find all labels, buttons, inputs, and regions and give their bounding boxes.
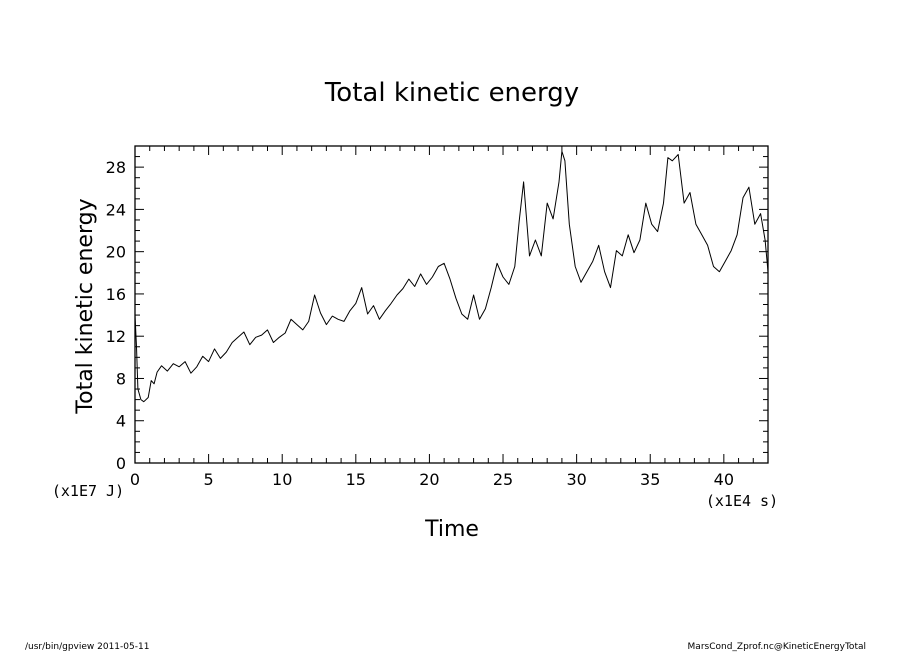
x-axis-unit: (x1E4 s) <box>706 492 778 510</box>
x-tick-label: 35 <box>640 470 660 489</box>
chart-title: Total kinetic energy <box>324 78 579 108</box>
x-tick-label: 5 <box>204 470 214 489</box>
y-tick-label: 16 <box>106 285 126 304</box>
x-tick-label: 25 <box>493 470 513 489</box>
y-axis-label: Total kinetic energy <box>73 198 98 414</box>
x-tick-label: 30 <box>566 470 586 489</box>
x-tick-label: 15 <box>346 470 366 489</box>
plot-frame <box>134 145 769 464</box>
y-axis-ticks: 0 4 8 12 16 20 24 28 <box>106 145 768 473</box>
y-tick-label: 8 <box>116 369 126 388</box>
x-tick-label: 20 <box>419 470 439 489</box>
series-line-0 <box>134 150 769 403</box>
y-tick-label: 4 <box>116 412 126 431</box>
footer-data-source: MarsCond_Zprof.nc@KineticEnergyTotal <box>687 642 866 652</box>
y-axis-unit: (x1E7 J) <box>52 482 124 500</box>
y-tick-label: 0 <box>116 454 126 473</box>
y-tick-label: 24 <box>106 200 126 219</box>
plot-area: 0 5 10 15 20 25 30 35 40 0 4 8 12 16 20 24 28 <box>106 145 769 489</box>
x-tick-label: 10 <box>272 470 292 489</box>
footer-program-date: /usr/bin/gpview 2011-05-11 <box>25 642 150 652</box>
x-tick-label: 40 <box>714 470 734 489</box>
x-axis-ticks: 0 5 10 15 20 25 30 35 40 <box>130 146 769 489</box>
x-axis-label: Time <box>424 517 479 542</box>
series-layer <box>134 150 769 403</box>
y-tick-label: 12 <box>106 327 126 346</box>
y-tick-label: 20 <box>106 243 126 262</box>
y-tick-label: 28 <box>106 158 126 177</box>
x-tick-label: 0 <box>130 470 140 489</box>
